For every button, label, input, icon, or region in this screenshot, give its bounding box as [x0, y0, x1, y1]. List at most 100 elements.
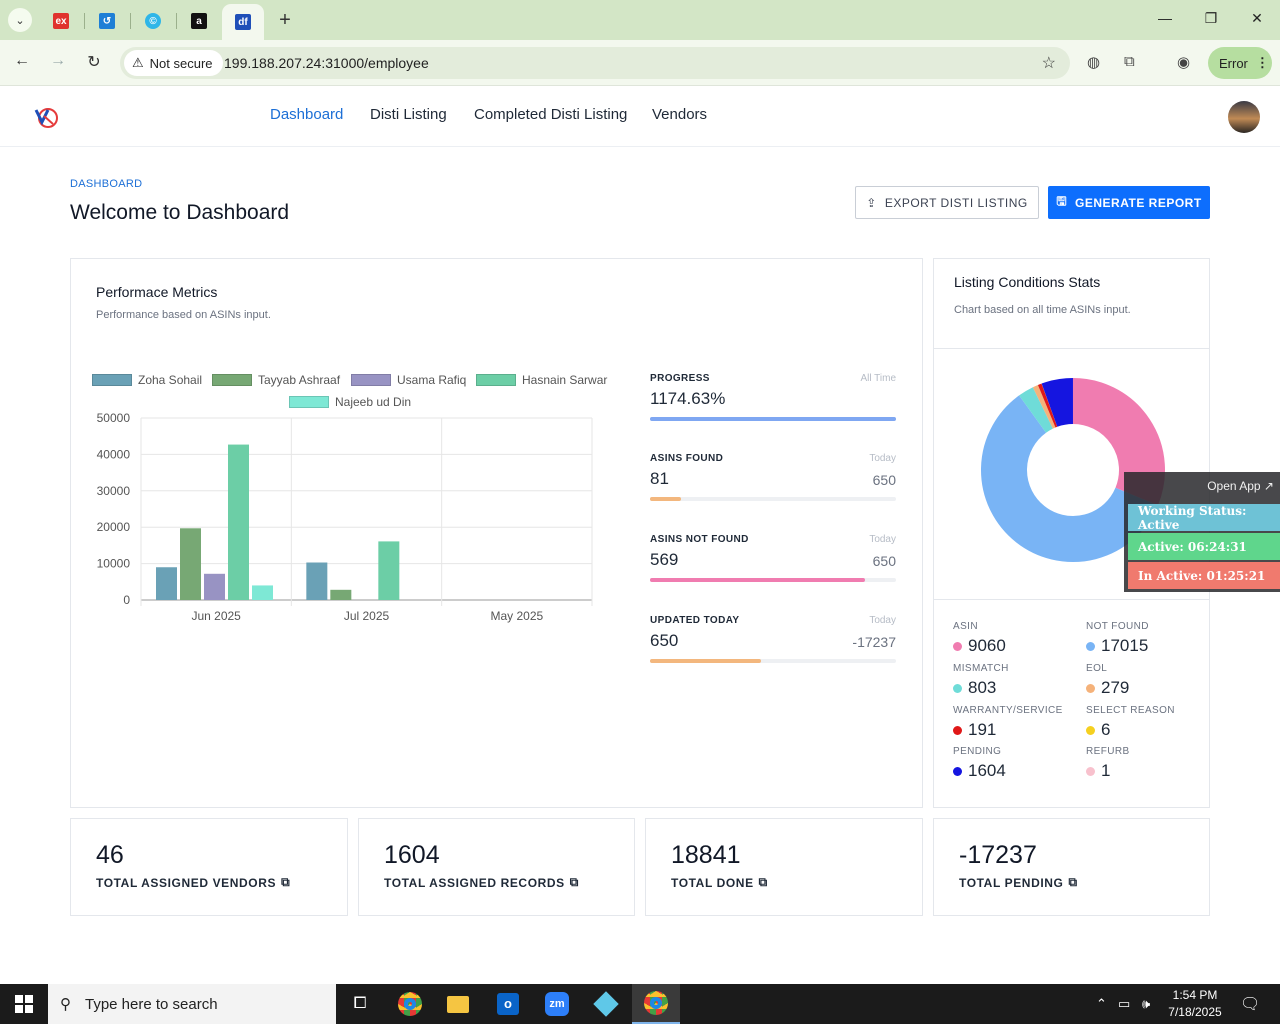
- stat-period: Today: [869, 453, 896, 464]
- export-disti-listing-button[interactable]: ⇪ EXPORT DISTI LISTING: [855, 186, 1039, 219]
- x-tick-label: Jul 2025: [344, 609, 390, 623]
- legend-label: Najeeb ud Din: [335, 395, 412, 409]
- generate-report-button[interactable]: 🖫 GENERATE REPORT: [1048, 186, 1210, 219]
- summary-link[interactable]: TOTAL ASSIGNED RECORDS ⧉: [384, 875, 579, 890]
- volume-icon[interactable]: 🕪: [1142, 996, 1151, 1011]
- legend-item[interactable]: Hasnain Sarwar: [476, 373, 607, 387]
- nav-vendors[interactable]: Vendors: [652, 106, 708, 123]
- summary-link[interactable]: TOTAL PENDING ⧉: [959, 875, 1078, 890]
- extensions-icon[interactable]: ⧉: [1124, 53, 1135, 70]
- breadcrumb[interactable]: DASHBOARD: [70, 178, 143, 190]
- summary-card[interactable]: -17237 TOTAL PENDING ⧉: [933, 818, 1210, 916]
- taskbar-search-input[interactable]: ⚲ Type here to search: [48, 984, 336, 1024]
- legend-swatch: [92, 374, 132, 386]
- stat-total: -17237: [852, 634, 896, 650]
- legend-item[interactable]: Usama Rafiq: [351, 373, 466, 387]
- kebab-menu-icon[interactable]: ⋮: [1255, 55, 1269, 70]
- stat-label: UPDATED TODAY: [650, 615, 740, 626]
- summary-label: TOTAL ASSIGNED RECORDS: [384, 875, 565, 890]
- cloud-favicon-icon: ↺: [99, 13, 115, 29]
- chrome-taskbar-icon[interactable]: [386, 984, 434, 1024]
- user-avatar[interactable]: [1228, 101, 1260, 133]
- url-text[interactable]: 199.188.207.24:31000/employee: [224, 55, 429, 71]
- chart-bar: [156, 567, 177, 600]
- security-chip[interactable]: ⚠ Not secure: [124, 50, 223, 76]
- nav-completed-disti-listing[interactable]: Completed Disti Listing: [474, 106, 628, 123]
- app-diamond-icon[interactable]: [582, 984, 630, 1024]
- legend-dot: [953, 683, 962, 693]
- tab-ex[interactable]: ex: [38, 6, 84, 36]
- donut-slice: [1032, 384, 1056, 429]
- cond-label: REFURB: [1086, 746, 1130, 757]
- y-tick-label: 50000: [97, 411, 131, 425]
- zoom-icon[interactable]: zm: [533, 984, 581, 1024]
- inactive-time: In Active: 01:25:21: [1128, 562, 1280, 589]
- open-app-link[interactable]: Open App ↗: [1207, 479, 1274, 493]
- summary-card[interactable]: 1604 TOTAL ASSIGNED RECORDS ⧉: [358, 818, 635, 916]
- translate-icon[interactable]: ◍: [1087, 54, 1101, 71]
- legend-item[interactable]: Zoha Sohail: [92, 373, 202, 387]
- chrome-active-taskbar-icon[interactable]: [632, 984, 680, 1024]
- legend-label: Hasnain Sarwar: [522, 373, 608, 387]
- summary-value: 1604: [384, 841, 440, 869]
- windows-start-icon[interactable]: [0, 984, 48, 1024]
- cond-value: 1604: [968, 761, 1006, 780]
- app-header: Dashboard Disti Listing Completed Disti …: [0, 87, 1280, 147]
- search-icon: ⚲: [60, 996, 71, 1013]
- summary-value: 46: [96, 841, 124, 869]
- task-view-icon[interactable]: ⧠: [353, 995, 367, 1012]
- tab-c[interactable]: ©: [130, 6, 176, 36]
- address-bar[interactable]: ⚠ Not secure 199.188.207.24:31000/employ…: [120, 47, 1070, 79]
- legend-item[interactable]: Tayyab Ashraaf: [212, 373, 340, 387]
- browser-tabstrip: ⌄ ex ↺ © a df + — ❐ ✕: [0, 0, 1280, 40]
- upload-icon: ⇪: [866, 195, 877, 210]
- tab-active[interactable]: df: [222, 4, 264, 40]
- reload-icon[interactable]: ↻: [87, 54, 101, 71]
- cond-value: 6: [1101, 720, 1111, 739]
- restore-icon[interactable]: ❐: [1204, 10, 1218, 26]
- back-icon[interactable]: ←: [14, 52, 30, 69]
- y-tick-label: 20000: [97, 520, 131, 534]
- search-placeholder: Type here to search: [85, 995, 218, 1013]
- windows-taskbar: ⚲ Type here to search ⧠ o zm ⌃ ▭ 🕪 1:54 …: [0, 984, 1280, 1024]
- tab-amazon[interactable]: a: [176, 6, 222, 36]
- stat-value: 1174.63%: [650, 389, 726, 408]
- nav-dashboard[interactable]: Dashboard: [270, 106, 344, 123]
- stat-period: Today: [869, 615, 896, 626]
- profile-error-button[interactable]: Error ⋮: [1208, 47, 1272, 79]
- system-clock[interactable]: 1:54 PM 7/18/2025: [1160, 987, 1230, 1021]
- outlook-icon[interactable]: o: [484, 984, 532, 1024]
- close-icon[interactable]: ✕: [1251, 10, 1263, 26]
- legend-swatch: [476, 374, 516, 386]
- stat-label: PROGRESS: [650, 373, 710, 384]
- show-hidden-icons[interactable]: ⌃: [1096, 996, 1107, 1011]
- stat-bar: [650, 578, 896, 582]
- tab-cloud[interactable]: ↺: [84, 6, 130, 36]
- forward-icon[interactable]: →: [50, 52, 66, 69]
- cond-not-found: NOT FOUND 17015: [1086, 621, 1206, 656]
- performance-bar-chart[interactable]: 50000 40000 30000 20000 10000 0 Jun 2025 Jul 20…: [80, 405, 610, 635]
- minimize-icon[interactable]: —: [1158, 10, 1172, 26]
- stat-label: ASINS FOUND: [650, 453, 724, 464]
- external-link-icon: ⧉: [1068, 875, 1078, 889]
- bookmark-star-icon[interactable]: ☆: [1041, 55, 1056, 72]
- stat-period: Today: [869, 534, 896, 545]
- stat-asins-not-found: ASINS NOT FOUND Today 569 650: [650, 534, 896, 586]
- legend-item[interactable]: Najeeb ud Din: [289, 395, 411, 409]
- brand-logo-icon[interactable]: [33, 104, 59, 130]
- nav-disti-listing[interactable]: Disti Listing: [370, 106, 447, 123]
- notifications-icon[interactable]: 🗨: [1240, 996, 1261, 1013]
- stat-bar-fill: [650, 417, 896, 421]
- tab-search-icon[interactable]: ⌄: [8, 8, 32, 32]
- cond-label: WARRANTY/SERVICE: [953, 705, 1063, 716]
- profile-icon[interactable]: ◉: [1177, 54, 1191, 71]
- stat-value: 650: [650, 631, 679, 650]
- cond-asin: ASIN 9060: [953, 621, 1073, 656]
- summary-card[interactable]: 18841 TOTAL DONE ⧉: [645, 818, 923, 916]
- summary-link[interactable]: TOTAL DONE ⧉: [671, 875, 768, 890]
- file-explorer-icon[interactable]: [434, 984, 482, 1024]
- new-tab-icon[interactable]: +: [279, 8, 291, 31]
- summary-card[interactable]: 46 TOTAL ASSIGNED VENDORS ⧉: [70, 818, 348, 916]
- summary-link[interactable]: TOTAL ASSIGNED VENDORS ⧉: [96, 875, 290, 890]
- network-icon[interactable]: ▭: [1118, 996, 1131, 1011]
